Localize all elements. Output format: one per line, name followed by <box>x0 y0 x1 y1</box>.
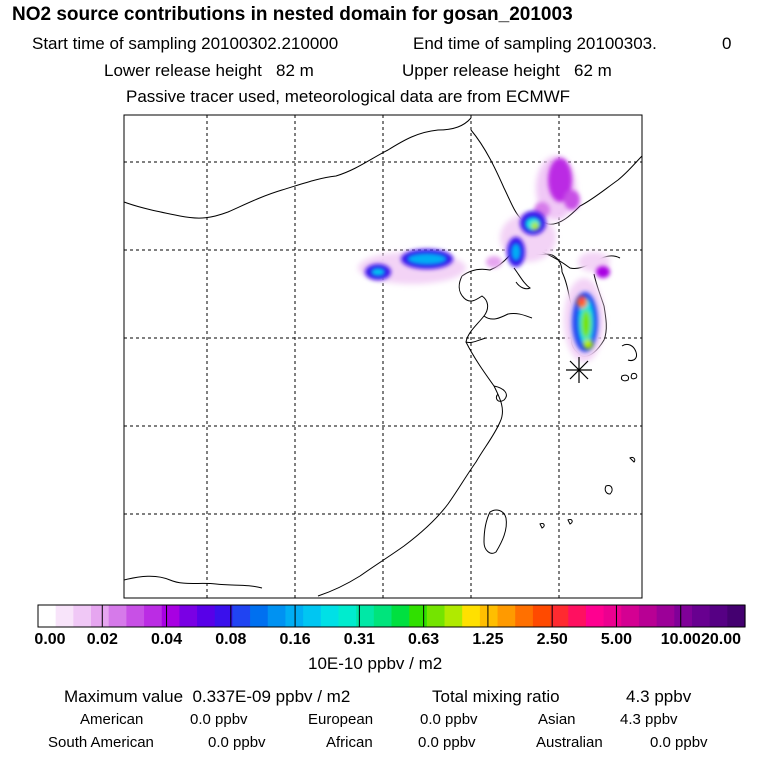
upper-release-height: Upper release height 62 m <box>402 61 612 80</box>
colorbar-cell <box>444 605 463 627</box>
region-value-australian: 0.0 ppbv <box>650 734 708 751</box>
colorbar-tick-label: 1.25 <box>472 631 504 648</box>
plume-mid <box>486 158 610 278</box>
island-small-5 <box>539 523 545 529</box>
island-small-3 <box>629 457 636 463</box>
colorbar-cell <box>338 605 357 627</box>
colorbar-cell <box>532 605 552 627</box>
colorbar-cell <box>356 605 375 627</box>
colorbar-cell <box>179 605 198 627</box>
colorbar-cell <box>303 605 322 627</box>
total-mixing-label: Total mixing ratio <box>432 687 560 706</box>
colorbar-tick-label: 0.31 <box>343 631 375 648</box>
colorbar-cell <box>409 605 428 627</box>
taiwan-island <box>483 509 507 554</box>
colorbar-cell <box>373 605 393 627</box>
colorbar-cell <box>656 605 675 627</box>
colorbar-tick-label: 5.00 <box>600 631 633 648</box>
plot-title: NO2 source contributions in nested domai… <box>12 4 573 25</box>
colorbar-cell <box>497 605 516 627</box>
gridlines <box>124 115 642 598</box>
region-name-south-american: South American <box>48 734 154 751</box>
region-name-european: European <box>308 711 374 728</box>
colorbar-cell <box>91 605 110 627</box>
colorbar-cell <box>727 605 746 627</box>
colorbar-cell <box>603 605 622 627</box>
colorbar-cell <box>320 605 340 627</box>
region-value-asian: 4.3 ppbv <box>620 711 678 728</box>
map-frame <box>123 114 643 599</box>
colorbar-cell <box>73 605 92 627</box>
bohai-gulf-coast <box>458 275 533 320</box>
colorbar-cell <box>709 605 728 627</box>
colorbar-tick-label: 0.00 <box>34 631 66 648</box>
colorbar-cell <box>126 605 145 627</box>
colorbar-cell <box>621 605 640 627</box>
tracer-note: Passive tracer used, meteorological data… <box>126 87 571 106</box>
colorbar-tick-label: 0.16 <box>279 631 311 648</box>
colorbar-cell <box>391 605 410 627</box>
plume-peak <box>371 217 594 349</box>
lower-release-height: Lower release height 82 m <box>104 61 314 80</box>
colorbar-frame <box>37 604 746 628</box>
colorbar <box>37 604 746 628</box>
start-time-label: Start time of sampling 20100302.210000 <box>32 34 339 53</box>
colorbar-cell <box>515 605 534 627</box>
colorbar-cell <box>267 605 287 627</box>
region-name-african: African <box>326 734 373 751</box>
hainan-coast <box>124 575 263 589</box>
end-time-label: End time of sampling 20100303. <box>413 34 657 53</box>
max-value-label: Maximum value 0.337E-09 ppbv / m2 <box>64 687 351 706</box>
japan-kyushu <box>621 343 637 361</box>
mongolia-border <box>124 117 472 219</box>
island-small-2 <box>630 373 638 380</box>
region-value-american: 0.0 ppbv <box>190 711 248 728</box>
colorbar-cell <box>426 605 446 627</box>
region-value-african: 0.0 ppbv <box>418 734 476 751</box>
asterisk-marker <box>566 357 592 383</box>
colorbar-tick-label: 10.00 <box>660 631 701 648</box>
island-small-1 <box>621 374 629 382</box>
colorbar-cell <box>197 605 216 627</box>
colorbar-cell <box>585 605 605 627</box>
colorbar-cell <box>462 605 481 627</box>
colorbar-tick-label: 0.04 <box>150 631 183 648</box>
colorbar-cell <box>479 605 499 627</box>
end-time-value: 0 <box>722 34 732 53</box>
colorbar-cell <box>144 605 163 627</box>
colorbar-cell <box>691 605 711 627</box>
liaodong-peninsula <box>513 267 531 290</box>
region-name-american: American <box>80 711 144 728</box>
yangtze-mouth <box>493 385 507 402</box>
total-mixing-value: 4.3 ppbv <box>626 687 692 706</box>
colorbar-cell <box>550 605 569 627</box>
colorbar-cell <box>568 605 587 627</box>
map-panel <box>123 114 643 599</box>
colorbar-cell <box>161 605 181 627</box>
colorbar-cell <box>674 605 693 627</box>
colorbar-cell <box>214 605 234 627</box>
colorbar-cell <box>250 605 269 627</box>
colorbar-cell <box>232 605 251 627</box>
colorbar-cell <box>38 605 57 627</box>
region-value-european: 0.0 ppbv <box>420 711 478 728</box>
colorbar-tick-label: 2.50 <box>536 631 568 648</box>
island-small-4 <box>604 485 613 495</box>
colorbar-tick-label: 0.08 <box>215 631 247 648</box>
colorbar-tick-label: 0.63 <box>408 631 440 648</box>
colorbar-tick-label: 20.00 <box>700 631 742 648</box>
colorbar-cell <box>55 605 74 627</box>
island-small-6 <box>567 519 573 525</box>
colorbar-cell <box>108 605 127 627</box>
colorbar-unit-label: 10E-10 ppbv / m2 <box>308 654 443 673</box>
colorbar-cell <box>638 605 658 627</box>
region-name-asian: Asian <box>538 711 576 728</box>
region-value-south-american: 0.0 ppbv <box>208 734 266 751</box>
region-name-australian: Australian <box>536 734 603 751</box>
colorbar-tick-label: 0.02 <box>86 631 118 648</box>
china-coast-east <box>317 341 503 597</box>
